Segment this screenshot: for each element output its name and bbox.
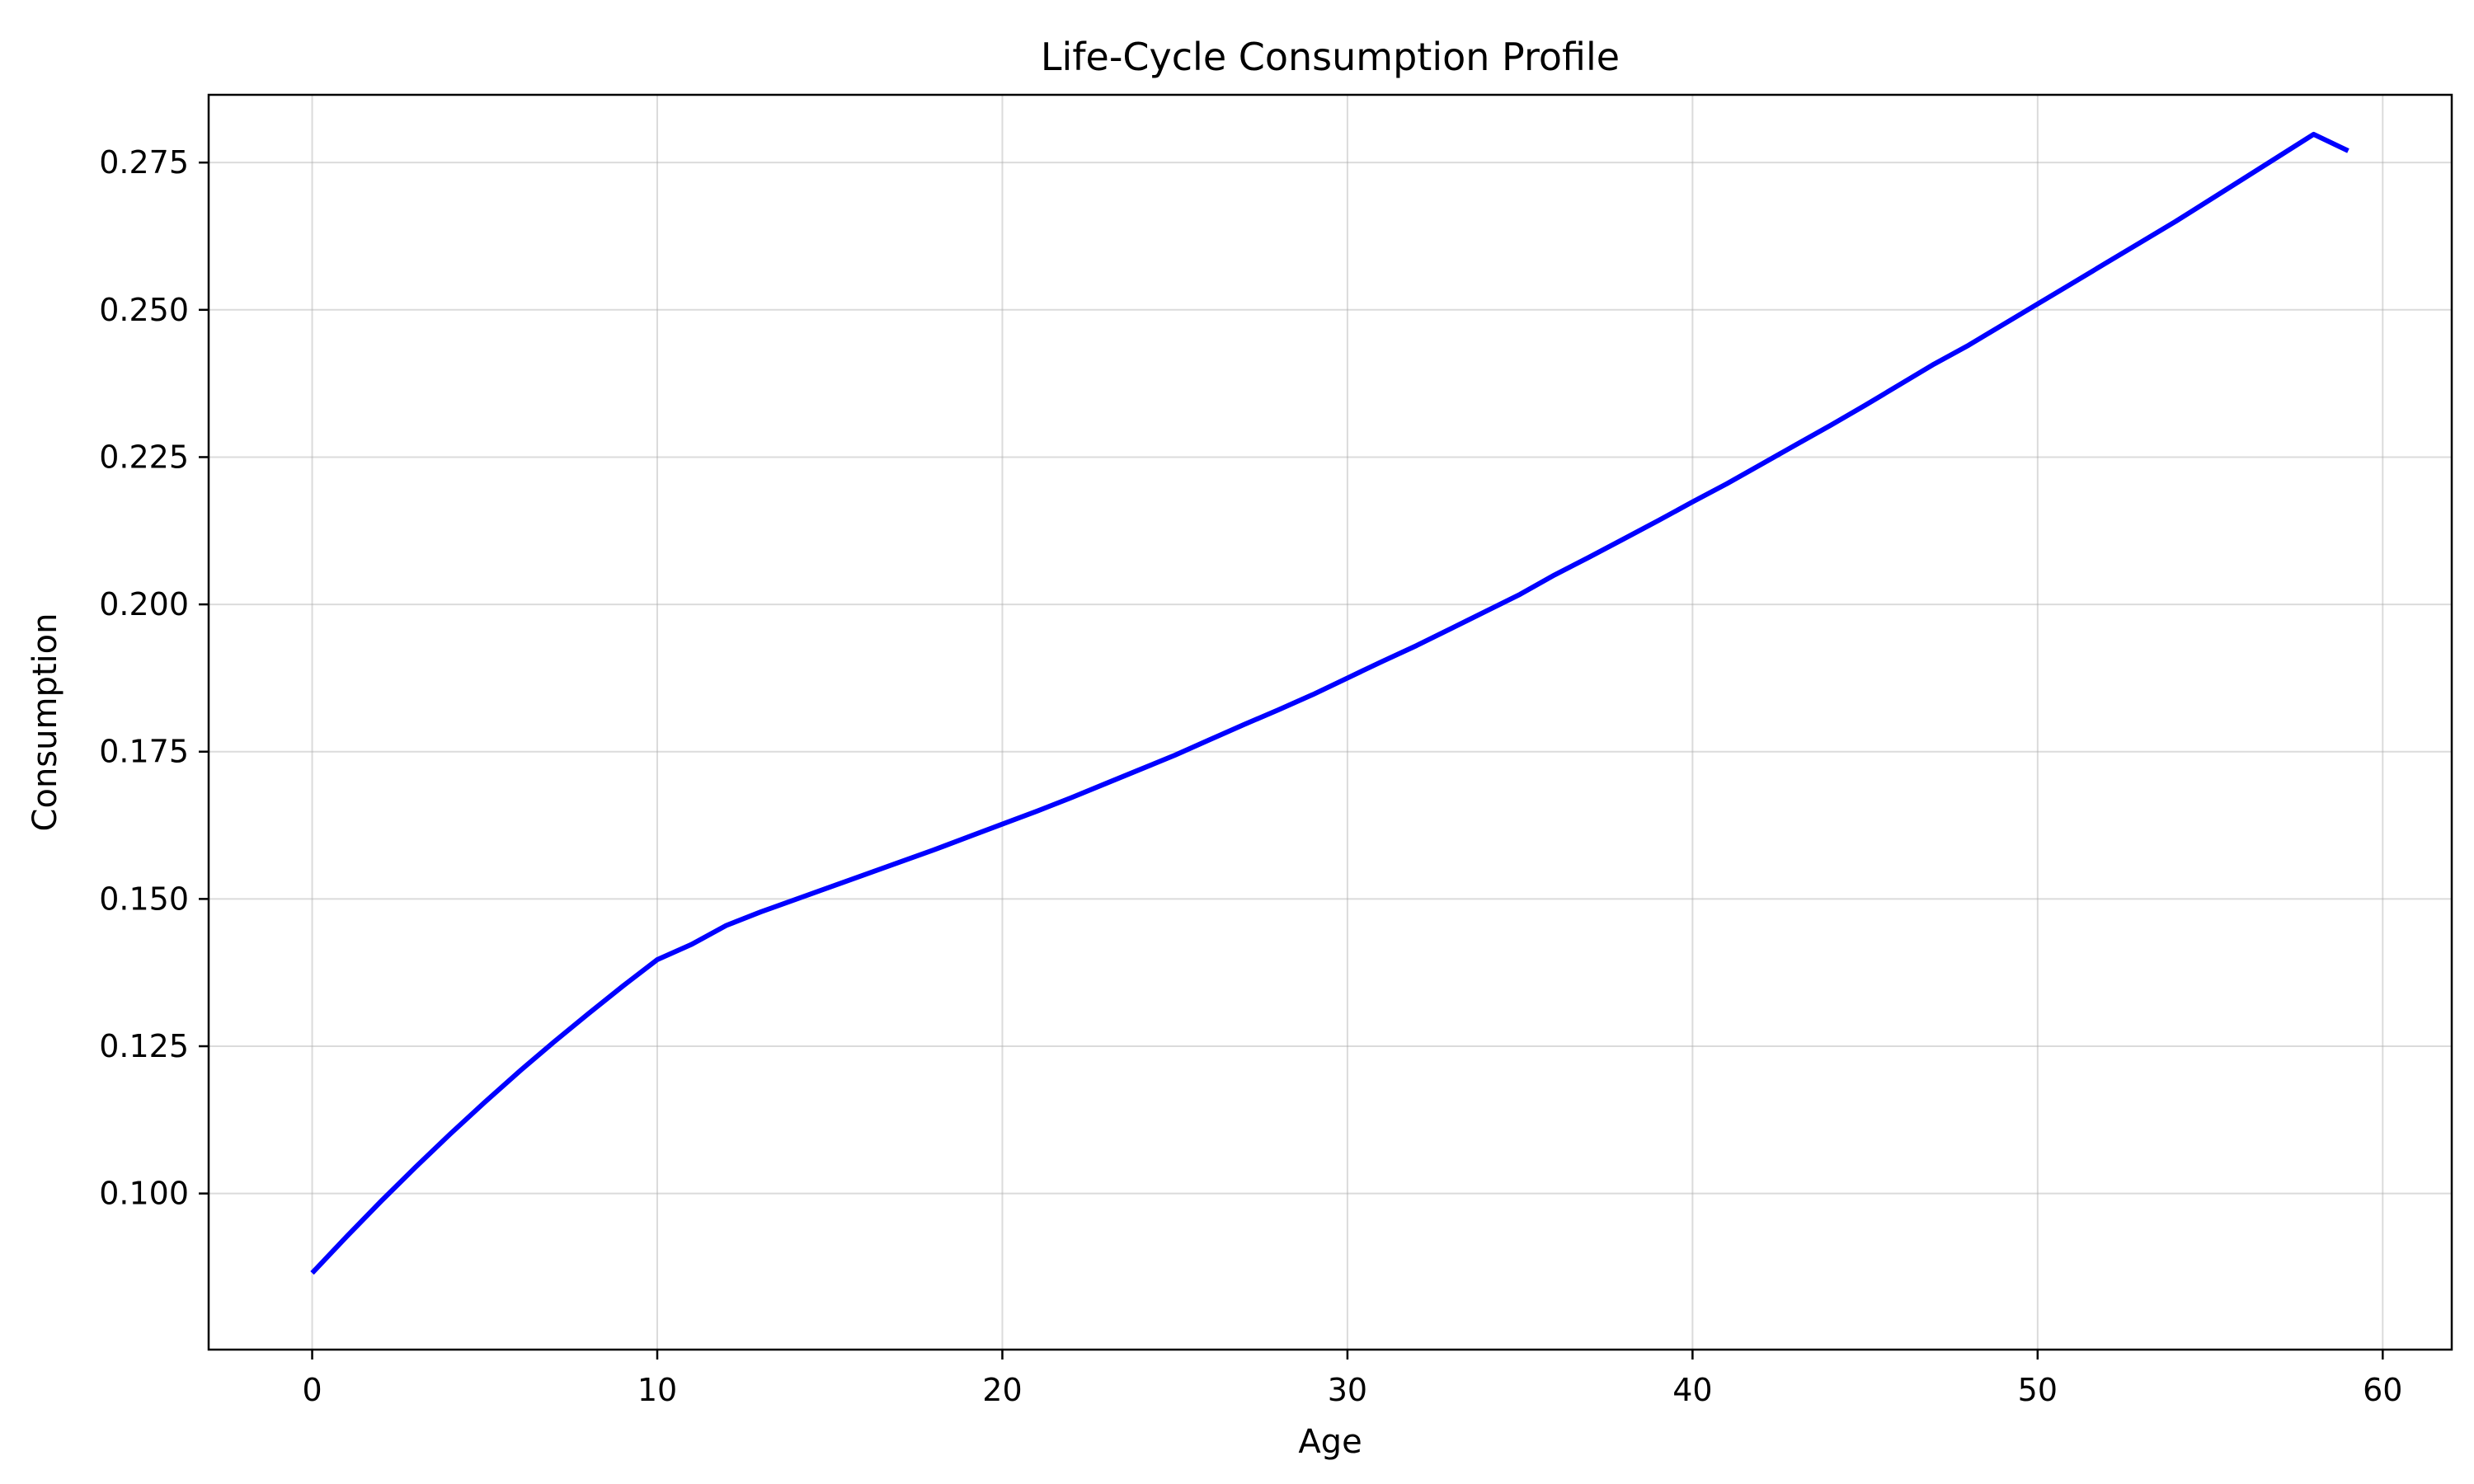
- data-point: [1173, 753, 1178, 758]
- y-tick-label: 0.200: [99, 586, 189, 622]
- data-point: [1517, 592, 1522, 597]
- data-point: [1690, 500, 1695, 505]
- data-point: [448, 1132, 453, 1137]
- data-point: [1898, 383, 1903, 387]
- x-axis-title: Age: [1298, 1423, 1362, 1461]
- data-point: [344, 1234, 349, 1239]
- data-point: [1380, 659, 1385, 664]
- data-point: [413, 1165, 418, 1170]
- data-point: [1656, 519, 1661, 524]
- data-point: [1587, 555, 1592, 560]
- data-point: [1414, 643, 1419, 648]
- data-point: [1621, 537, 1626, 542]
- data-point: [1794, 442, 1799, 447]
- data-point: [482, 1100, 487, 1105]
- data-point: [379, 1199, 383, 1204]
- data-point: [2242, 176, 2247, 181]
- data-point: [1207, 737, 1212, 742]
- data-point: [2277, 153, 2282, 158]
- grid-layer: [209, 95, 2452, 1350]
- data-point: [2070, 281, 2075, 286]
- data-point: [759, 909, 764, 914]
- data-point: [862, 872, 867, 877]
- data-point: [1345, 675, 1350, 680]
- y-tick-label: 0.275: [99, 144, 189, 181]
- data-point: [896, 860, 901, 865]
- data-point: [1034, 809, 1039, 814]
- x-tick-label: 30: [1328, 1372, 1367, 1408]
- data-point: [517, 1069, 522, 1074]
- data-point: [552, 1040, 557, 1045]
- data-point: [310, 1270, 315, 1275]
- y-tick-label: 0.125: [99, 1028, 189, 1064]
- data-point: [1069, 796, 1074, 801]
- y-axis-title: Consumption: [26, 613, 64, 832]
- data-point: [689, 942, 694, 946]
- x-tick-label: 40: [1672, 1372, 1712, 1408]
- data-point: [1310, 692, 1315, 697]
- data-point: [2312, 132, 2316, 137]
- tick-layer: 0 10 20 30 40 50 60 0.100 0.125 0.150 0.175 0.200 0.…: [99, 144, 2402, 1408]
- data-point: [931, 848, 936, 852]
- data-point: [2001, 322, 2006, 327]
- data-point: [1931, 362, 1936, 367]
- series-line: [310, 131, 2349, 1275]
- data-point: [586, 1012, 590, 1017]
- data-point: [655, 957, 660, 962]
- data-point: [2208, 197, 2213, 202]
- data-point: [2138, 240, 2143, 245]
- data-point: [724, 923, 729, 928]
- data-point: [1863, 403, 1868, 408]
- x-tick-label: 20: [982, 1372, 1022, 1408]
- data-point: [827, 885, 832, 890]
- y-tick-label: 0.100: [99, 1176, 189, 1212]
- y-tick-label: 0.225: [99, 439, 189, 475]
- y-tick-label: 0.175: [99, 734, 189, 770]
- data-point: [966, 834, 971, 839]
- chart-title: Life-Cycle Consumption Profile: [1041, 35, 1620, 79]
- y-tick-label: 0.150: [99, 881, 189, 917]
- x-tick-label: 50: [2018, 1372, 2058, 1408]
- axes-frame: [207, 93, 2453, 1351]
- data-point: [1828, 423, 1833, 428]
- data-point: [1724, 481, 1729, 486]
- data-point: [1138, 767, 1143, 772]
- data-point: [2173, 219, 2178, 224]
- data-point: [1483, 609, 1488, 614]
- data-point: [2105, 261, 2109, 265]
- x-tick-label: 60: [2363, 1372, 2402, 1408]
- data-point: [2035, 302, 2040, 307]
- x-tick-label: 10: [637, 1372, 677, 1408]
- data-point: [1966, 343, 1971, 348]
- data-point: [1449, 626, 1454, 631]
- data-point: [793, 897, 797, 902]
- x-tick-label: 0: [302, 1372, 322, 1408]
- y-tick-label: 0.250: [99, 292, 189, 328]
- data-point: [1103, 781, 1108, 786]
- series-layer: [310, 131, 2351, 1275]
- data-point: [1552, 572, 1557, 577]
- data-point: [1759, 462, 1764, 467]
- data-point: [2346, 148, 2351, 153]
- data-point: [1276, 707, 1281, 712]
- data-point: [620, 984, 625, 989]
- data-point: [1000, 822, 1005, 827]
- data-point: [1241, 722, 1246, 727]
